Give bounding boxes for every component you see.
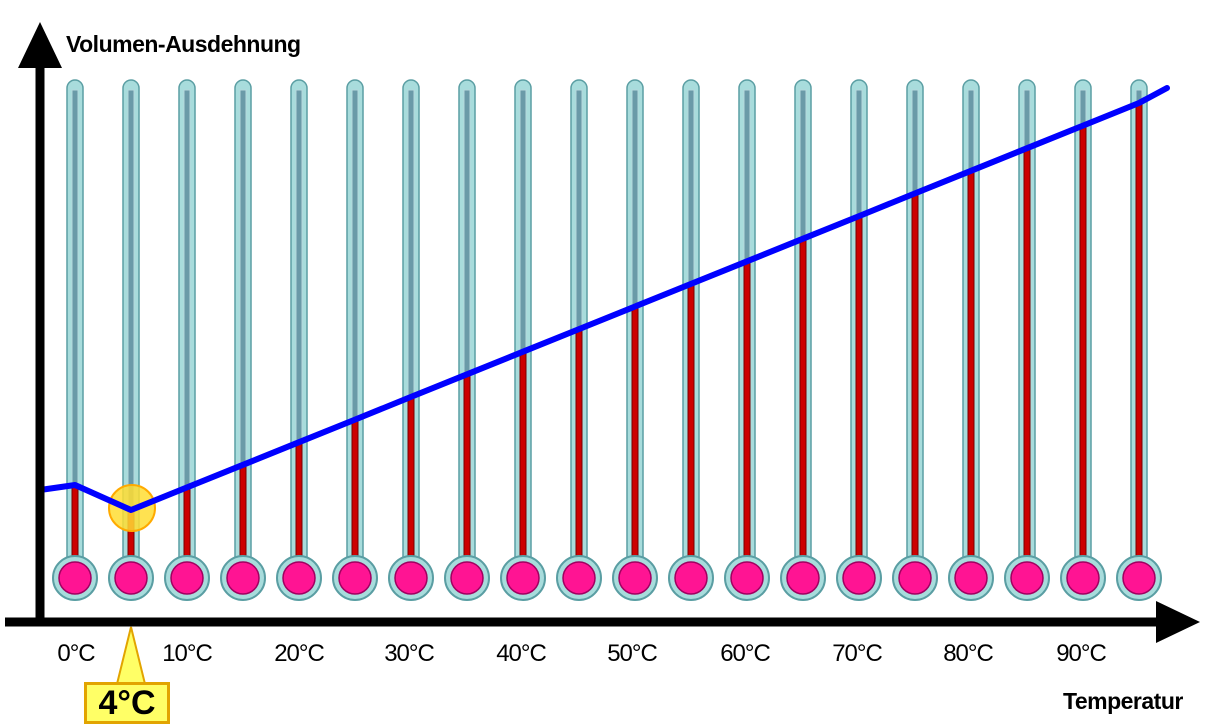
x-axis-label: Temperatur [1063, 688, 1183, 714]
thermometer-liquid [855, 215, 863, 579]
thermometer-bulb [842, 561, 876, 595]
x-tick-label: 10°C [162, 640, 213, 667]
thermometer-bulb [786, 561, 820, 595]
thermometer-liquid [743, 260, 751, 579]
thermometer-liquid [687, 283, 695, 579]
thermometer-bulb [562, 561, 596, 595]
thermometer-bulb [618, 561, 652, 595]
thermometer [276, 79, 322, 601]
thermometer-bulb [1010, 561, 1044, 595]
x-tick-label: 50°C [607, 640, 658, 667]
thermometer-liquid [1135, 102, 1143, 579]
thermometer [836, 79, 882, 601]
thermometer [612, 79, 658, 601]
thermometer [388, 79, 434, 601]
thermometer [444, 79, 490, 601]
callout-pointer [115, 626, 147, 685]
thermometer-bulb [114, 561, 148, 595]
thermometer [1060, 79, 1106, 601]
thermometer-bulb [1122, 561, 1156, 595]
thermometer-bulb [58, 561, 92, 595]
x-tick-label: 80°C [943, 640, 994, 667]
thermometer-liquid [407, 396, 415, 579]
x-tick-label: 90°C [1056, 640, 1107, 667]
x-tick-label: 0°C [57, 640, 95, 667]
thermometer-liquid [575, 328, 583, 579]
thermometer-liquid [799, 238, 807, 579]
thermometer-bulb [226, 561, 260, 595]
thermometer [668, 79, 714, 601]
thermometer-bulb [394, 561, 428, 595]
y-axis-arrow [18, 22, 62, 68]
y-axis-label: Volumen-Ausdehnung [66, 31, 301, 57]
thermometer [724, 79, 770, 601]
thermometer [556, 79, 602, 601]
thermometer-bulb [282, 561, 316, 595]
thermometer [164, 79, 210, 601]
thermometer-bulb [450, 561, 484, 595]
thermometer-bulb [674, 561, 708, 595]
thermometer-liquid [1023, 147, 1031, 579]
thermometer [1004, 79, 1050, 601]
thermometer-group [52, 79, 1162, 601]
x-tick-label: 60°C [720, 640, 771, 667]
thermometer [332, 79, 378, 601]
thermometer-liquid [967, 170, 975, 579]
thermometer-bulb [898, 561, 932, 595]
thermometer [108, 79, 154, 601]
thermometer-bulb [730, 561, 764, 595]
thermometer [1116, 79, 1162, 601]
thermometer-bulb [338, 561, 372, 595]
thermometer-liquid [463, 373, 471, 579]
minimum-callout-label: 4°C [84, 682, 170, 724]
thermometer-bulb [954, 561, 988, 595]
thermometer [892, 79, 938, 601]
thermometer-bulb [1066, 561, 1100, 595]
volume-curve [37, 85, 1170, 513]
x-axis-arrow [1156, 601, 1200, 643]
thermometer [220, 79, 266, 601]
thermometer [780, 79, 826, 601]
thermometer [500, 79, 546, 601]
thermometer-liquid [911, 192, 919, 579]
thermometer [52, 79, 98, 601]
thermometer-bulb [506, 561, 540, 595]
thermometer-liquid [1079, 125, 1087, 579]
x-tick-label: 70°C [832, 640, 883, 667]
x-tick-label: 30°C [384, 640, 435, 667]
thermometer-liquid [351, 419, 359, 579]
thermometer [948, 79, 994, 601]
thermometer-liquid [631, 306, 639, 579]
thermometer-liquid [519, 351, 527, 579]
thermometer-bulb [170, 561, 204, 595]
x-tick-label: 20°C [274, 640, 325, 667]
x-tick-label: 40°C [496, 640, 547, 667]
